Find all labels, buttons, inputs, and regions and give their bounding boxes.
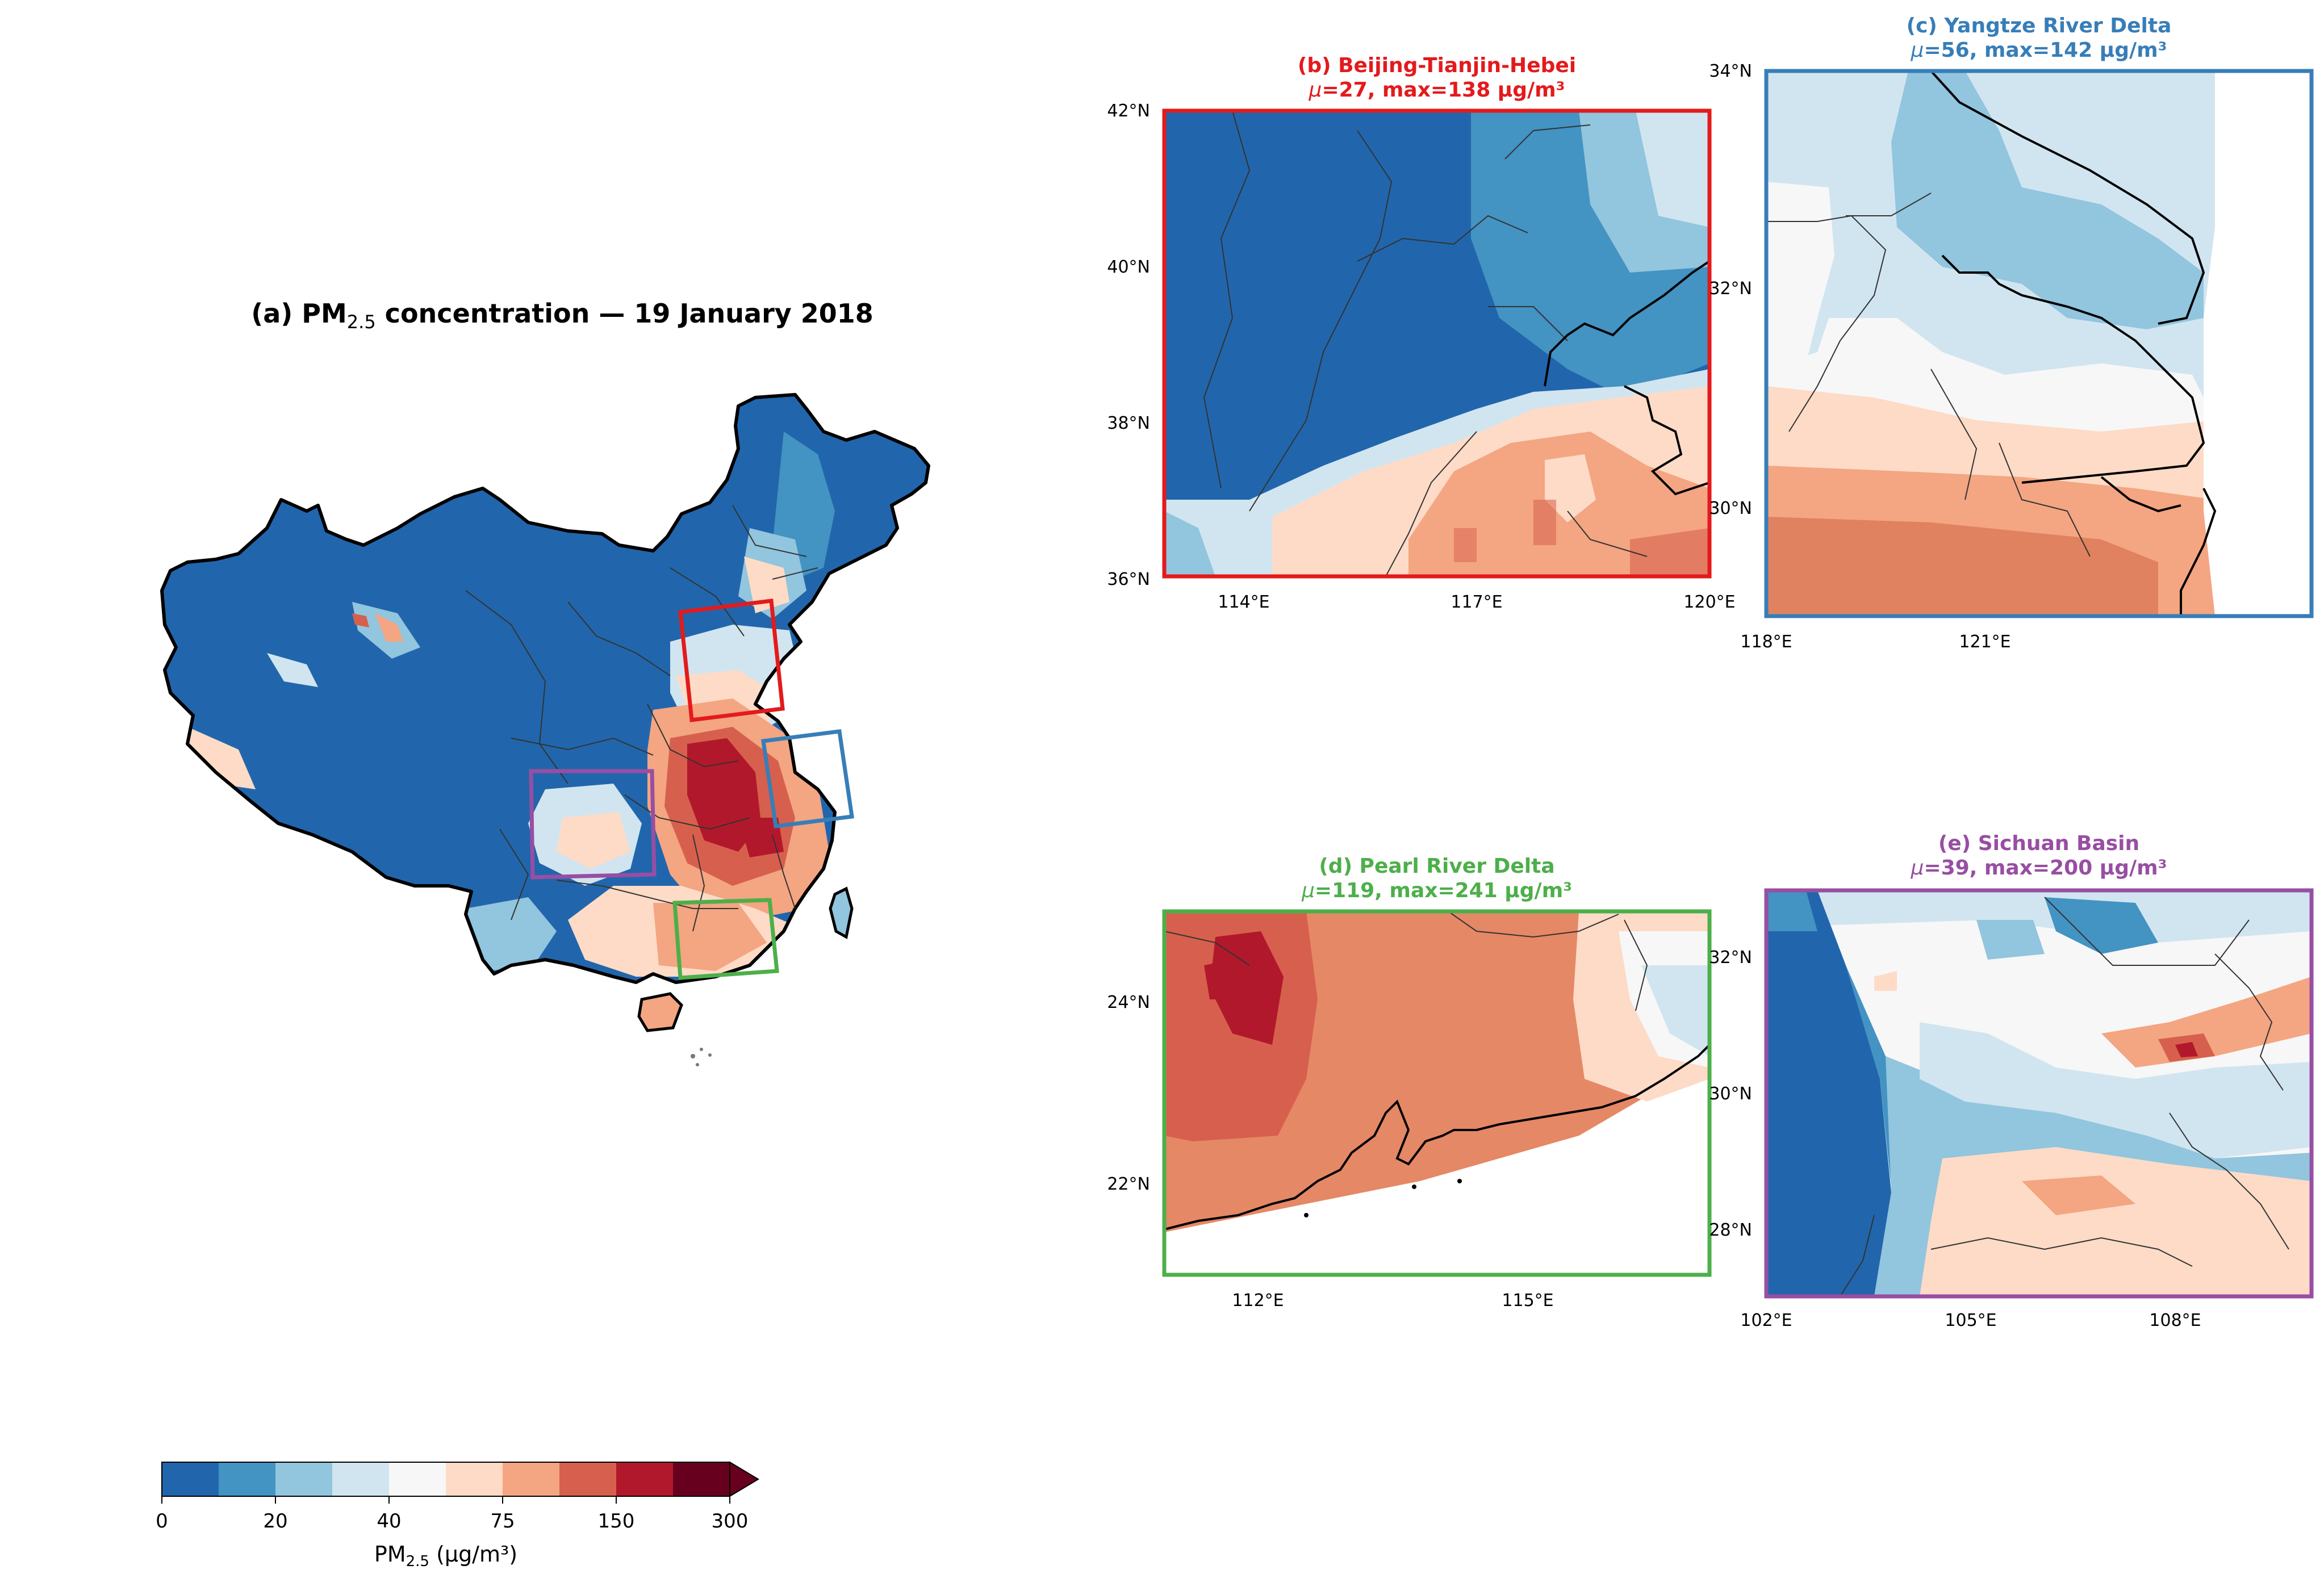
panel-d-ytick-24: 24°N [1107,993,1150,1012]
panel-e-xtick-102: 102°E [1740,1311,1792,1330]
panel-b-ytick-36: 36°N [1107,570,1150,589]
panel-c-field [1766,71,2312,616]
panel-beijing-tianjin-hebei: (b) Beijing-Tianjin-Hebei μ=27, max=138 … [1107,54,1735,612]
china-outline [160,393,930,984]
panel-b-frame [1162,108,1712,579]
box-beijing-tianjin-hebei [678,599,785,722]
colorbar-segment [673,1462,730,1496]
panel-c-ytick-32: 32°N [1709,279,1752,299]
panel-d-field [1164,911,1709,1275]
colorbar-extend-arrow [729,1461,759,1497]
colorbar-segments [162,1462,730,1496]
panel-e-stats: μ=39, max=200 μg/m³ [1911,856,2167,880]
panel-e-ytick-28: 28°N [1709,1220,1752,1240]
panel-e-field [1766,890,2312,1296]
south-china-sea-islets [691,1048,712,1066]
panel-sichuan-basin: (e) Sichuan Basin μ=39, max=200 μg/m³ [1709,832,2314,1330]
panel-b-ytick-38: 38°N [1107,413,1150,433]
panel-d-stats: μ=119, max=241 μg/m³ [1301,879,1572,902]
panel-e-xtick-105: 105°E [1945,1311,1996,1330]
colorbar-tick-150: 150 [598,1510,635,1533]
panel-c-frame [1764,69,2314,618]
panel-b-xtick-114: 114°E [1218,592,1269,612]
colorbar-label: PM2.5 (μg/m³) [374,1542,517,1570]
colorbar-tick-300: 300 [712,1510,749,1533]
colorbar: 0 20 40 75 150 300 PM2.5 (μg/m³) [156,1461,759,1570]
colorbar-segment [559,1462,616,1496]
panel-c-xtick-118: 118°E [1740,632,1792,652]
colorbar-segment [219,1462,275,1496]
panel-c-title: (c) Yangtze River Delta [1907,14,2172,37]
panel-c-stats: μ=56, max=142 μg/m³ [1911,39,2167,62]
panel-e-ytick-30: 30°N [1709,1084,1752,1104]
panel-e-title: (e) Sichuan Basin [1938,832,2139,855]
panel-c-ytick-34: 34°N [1709,61,1752,81]
panel-e-xtick-108: 108°E [2149,1311,2201,1330]
colorbar-tick-20: 20 [263,1510,287,1533]
panel-d-xtick-115: 115°E [1502,1291,1553,1311]
colorbar-frame [161,1462,730,1497]
colorbar-tick-40: 40 [377,1510,401,1533]
colorbar-segment [446,1462,503,1496]
panel-e-frame [1764,888,2314,1299]
panel-yangtze-river-delta: (c) Yangtze River Delta μ=56, max=142 μg… [1709,14,2314,652]
panel-d-frame [1162,909,1712,1277]
panel-c-ytick-30: 30°N [1709,499,1752,518]
box-pearl-river-delta [672,898,779,980]
panel-c-xtick-121: 121°E [1959,632,2010,652]
panel-b-field [1164,111,1709,576]
box-yangtze-river-delta [761,729,854,828]
colorbar-tick-0: 0 [156,1510,168,1533]
colorbar-segment [389,1462,446,1496]
panel-d-title: (d) Pearl River Delta [1319,855,1554,878]
china-pm25-field [162,395,929,982]
taiwan-island [829,886,854,939]
colorbar-segment [503,1462,559,1496]
panel-b-ytick-42: 42°N [1107,101,1150,121]
panel-pearl-river-delta: (d) Pearl River Delta μ=119, max=241 μg/… [1107,855,1712,1311]
panel-b-xtick-117: 117°E [1451,592,1502,612]
panel-d-ytick-22: 22°N [1107,1174,1150,1194]
main-map-panel: (a) PM2.5 concentration — 19 January 201… [160,298,930,1066]
box-sichuan-basin [529,769,657,880]
colorbar-segment [616,1462,673,1496]
hainan-island [637,992,683,1032]
colorbar-tick-75: 75 [490,1510,515,1533]
panel-b-title: (b) Beijing-Tianjin-Hebei [1298,54,1576,77]
panel-b-stats: μ=27, max=138 μg/m³ [1309,78,1565,102]
panel-b-ytick-40: 40°N [1107,257,1150,277]
panel-e-ytick-32: 32°N [1709,948,1752,968]
colorbar-segment [332,1462,389,1496]
colorbar-segment [275,1462,332,1496]
colorbar-segment [162,1462,219,1496]
panel-b-xtick-120: 120°E [1683,592,1735,612]
province-boundaries [465,505,818,932]
main-map-title: (a) PM2.5 concentration — 19 January 201… [251,298,873,333]
panel-d-xtick-112: 112°E [1232,1291,1284,1311]
